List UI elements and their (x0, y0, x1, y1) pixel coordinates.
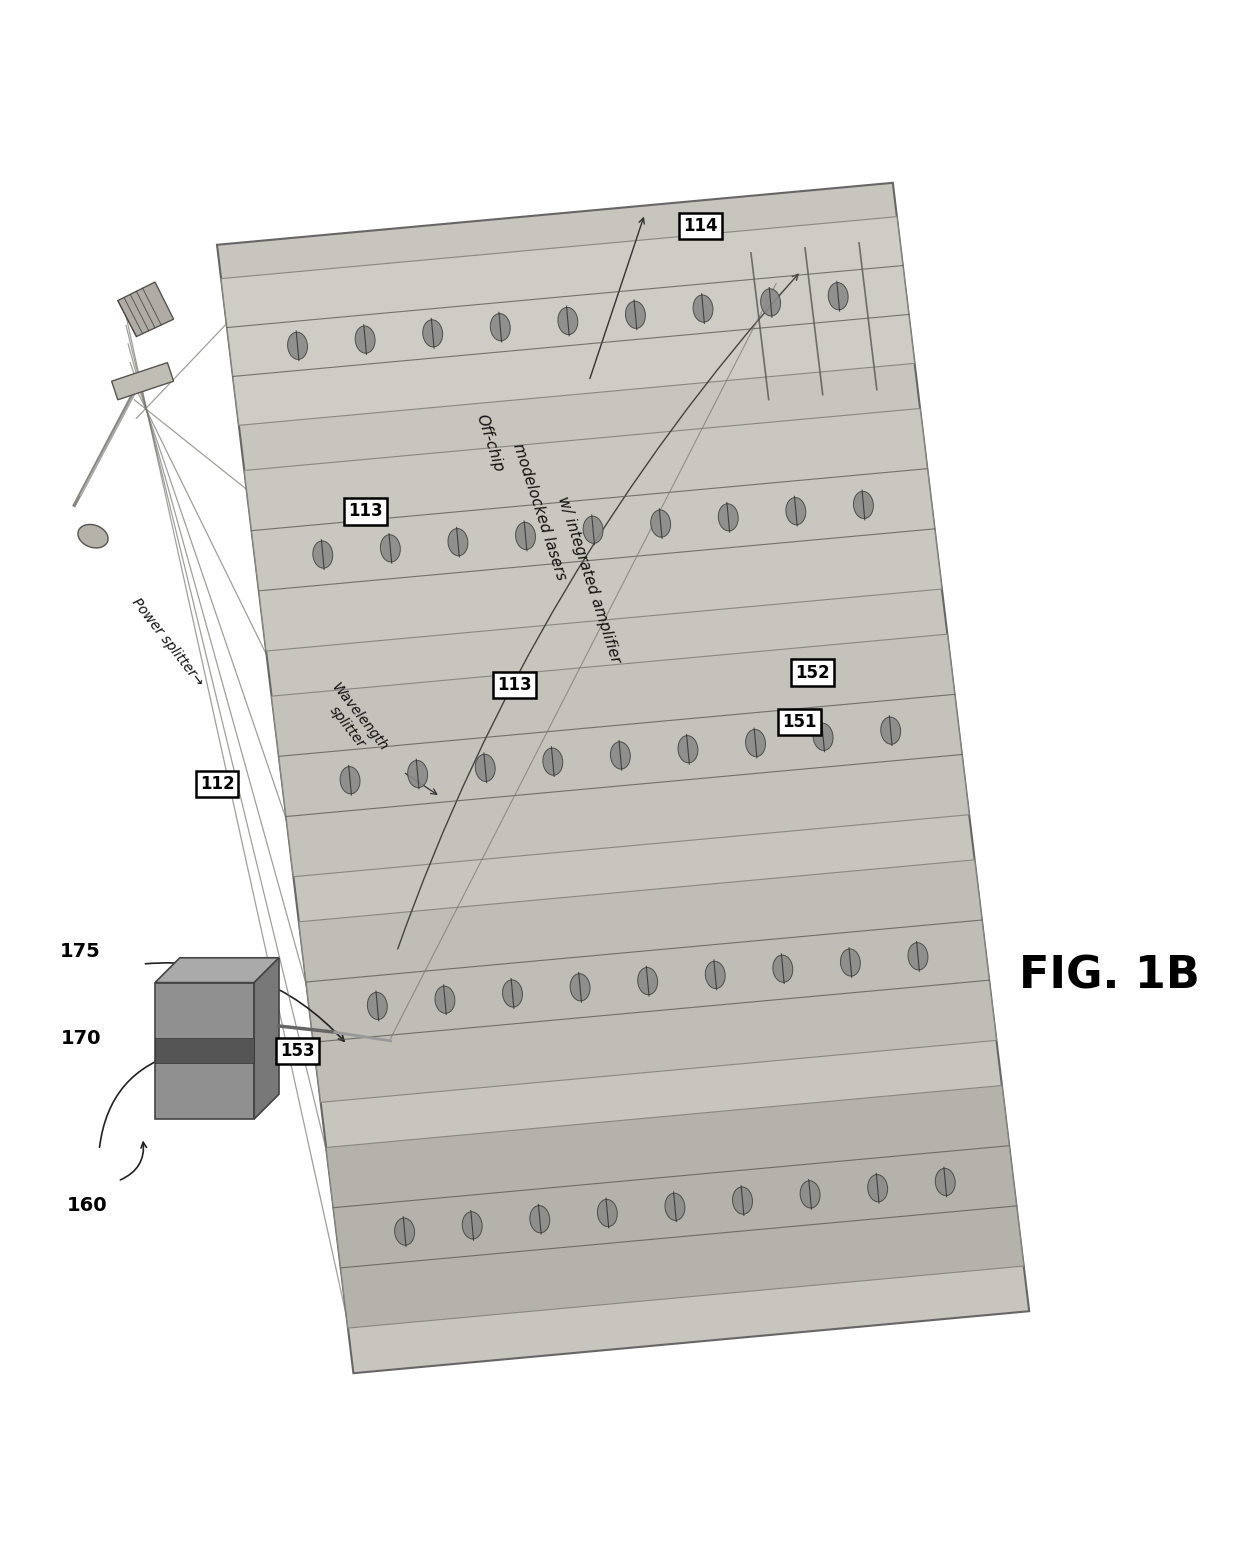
Ellipse shape (773, 955, 792, 982)
Ellipse shape (490, 314, 510, 341)
Polygon shape (299, 860, 997, 1102)
Polygon shape (217, 182, 1029, 1374)
Polygon shape (272, 635, 970, 876)
Polygon shape (112, 363, 174, 400)
Text: 170: 170 (61, 1029, 100, 1047)
Ellipse shape (665, 1193, 684, 1220)
Ellipse shape (828, 283, 848, 310)
Ellipse shape (813, 724, 833, 750)
Ellipse shape (706, 962, 725, 988)
Polygon shape (155, 982, 254, 1119)
Ellipse shape (367, 993, 387, 1019)
Ellipse shape (463, 1212, 482, 1239)
Polygon shape (155, 1038, 254, 1063)
Ellipse shape (610, 742, 630, 769)
Ellipse shape (408, 761, 428, 787)
Polygon shape (221, 216, 915, 425)
Polygon shape (118, 282, 174, 336)
Ellipse shape (841, 949, 861, 976)
Text: 113: 113 (348, 503, 383, 520)
Ellipse shape (288, 331, 308, 359)
Text: Off-chip: Off-chip (474, 412, 506, 475)
Ellipse shape (935, 1169, 955, 1195)
Ellipse shape (435, 987, 455, 1013)
Ellipse shape (583, 517, 603, 543)
Polygon shape (244, 409, 942, 650)
Text: Power splitter→: Power splitter→ (129, 594, 206, 688)
Text: modelocked lasers: modelocked lasers (510, 440, 569, 582)
Ellipse shape (651, 510, 671, 537)
Ellipse shape (529, 1206, 549, 1232)
Ellipse shape (570, 974, 590, 1001)
Polygon shape (326, 1086, 1024, 1329)
Text: 151: 151 (782, 713, 817, 731)
Ellipse shape (718, 504, 738, 531)
Ellipse shape (678, 736, 698, 762)
Ellipse shape (381, 535, 401, 562)
Ellipse shape (733, 1187, 753, 1214)
Polygon shape (155, 958, 279, 982)
Ellipse shape (394, 1218, 414, 1245)
Ellipse shape (312, 541, 332, 568)
Ellipse shape (868, 1175, 888, 1201)
Text: 160: 160 (67, 1197, 107, 1215)
Ellipse shape (475, 755, 495, 781)
Ellipse shape (340, 767, 360, 794)
Ellipse shape (693, 296, 713, 322)
Ellipse shape (760, 289, 780, 316)
Ellipse shape (637, 968, 657, 994)
Ellipse shape (516, 523, 536, 549)
Ellipse shape (745, 730, 765, 756)
Text: 175: 175 (61, 941, 100, 962)
Ellipse shape (448, 529, 467, 555)
Ellipse shape (543, 748, 563, 775)
Ellipse shape (558, 308, 578, 335)
Polygon shape (254, 958, 279, 1119)
Text: FIG. 1B: FIG. 1B (1019, 955, 1200, 997)
Text: Wavelength
splitter: Wavelength splitter (316, 680, 391, 764)
Ellipse shape (78, 524, 108, 548)
Ellipse shape (880, 717, 900, 744)
Ellipse shape (786, 498, 806, 524)
Text: 112: 112 (200, 775, 234, 794)
Ellipse shape (800, 1181, 820, 1207)
Ellipse shape (625, 302, 645, 328)
Text: 153: 153 (280, 1043, 315, 1060)
Ellipse shape (355, 327, 374, 353)
Ellipse shape (908, 943, 928, 969)
Ellipse shape (853, 492, 873, 518)
Text: w/ integrated amplifier: w/ integrated amplifier (556, 495, 622, 664)
Text: 114: 114 (683, 218, 718, 235)
Text: 152: 152 (795, 663, 830, 682)
Ellipse shape (598, 1200, 618, 1226)
Text: 113: 113 (497, 675, 532, 694)
Ellipse shape (502, 980, 522, 1007)
Ellipse shape (423, 321, 443, 347)
